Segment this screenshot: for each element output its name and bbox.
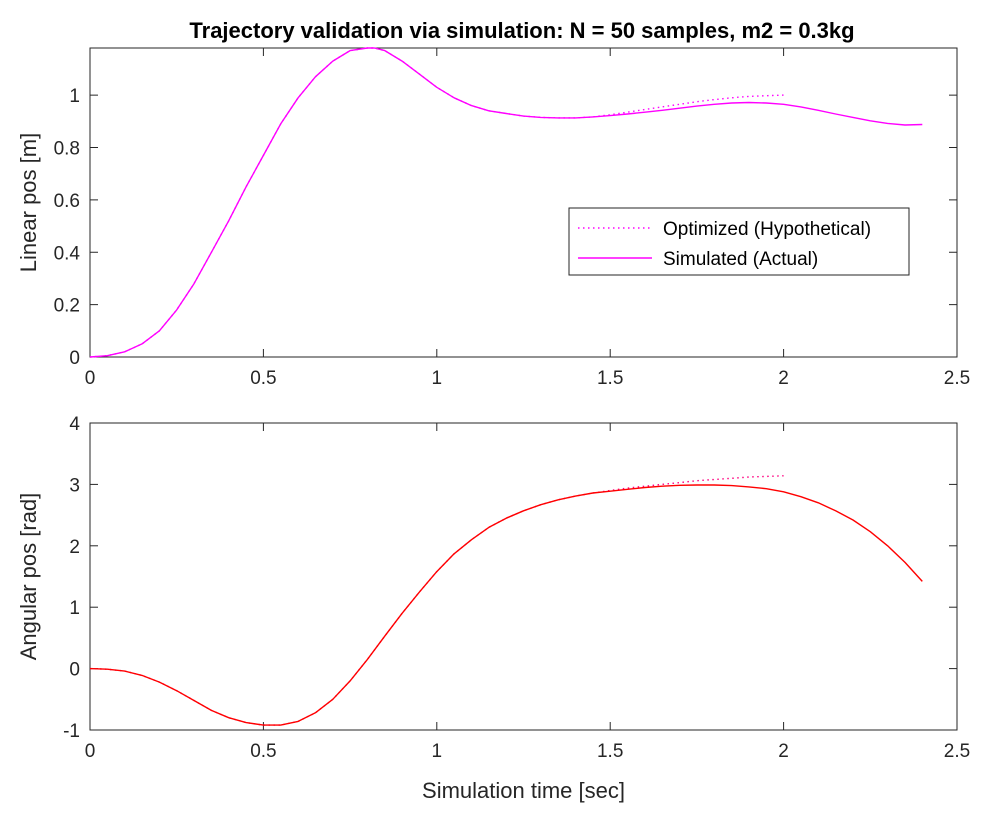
chart1-ytick-label: 1 [69, 86, 80, 107]
chart2-ylabel: Angular pos [rad] [16, 493, 41, 661]
legend-entry-label: Simulated (Actual) [663, 249, 818, 270]
chart2-xtick-label: 2.5 [944, 741, 970, 762]
chart2-ytick-label: 0 [69, 660, 80, 681]
chart2-xtick-label: 2 [778, 741, 789, 762]
legend-box [568, 207, 910, 276]
chart2-series-simulated-line [89, 484, 923, 726]
chart2-ytick-label: -1 [63, 721, 80, 742]
chart2-ytick-label: 4 [69, 414, 80, 435]
chart1-series-simulated-line [89, 47, 923, 358]
chart2-xtick-label: 1 [432, 741, 443, 762]
plot-linear-position: 0 0.5 1 1.5 2 2.5 0 0.2 0.4 0.6 0.8 1 Linear pos [m]… [16, 47, 970, 389]
chart1-ylabel: Linear pos [m] [16, 133, 41, 272]
chart2-xlabel: Simulation time [sec] [422, 778, 625, 803]
chart1-ytick-label: 0.4 [54, 243, 81, 264]
legend-entry-label: Optimized (Hypothetical) [663, 219, 871, 240]
chart2-ytick-label: 3 [69, 475, 80, 496]
chart2-ytick-label: 2 [69, 537, 80, 558]
chart2-ytick-label: 1 [69, 598, 80, 619]
chart1-ytick-label: 0.8 [54, 139, 80, 160]
chart2-xtick-label: 1.5 [597, 741, 623, 762]
chart1-ytick-label: 0.6 [54, 191, 80, 212]
figure-title: Trajectory validation via simulation: N … [189, 18, 854, 43]
chart1-ytick-label: 0.2 [54, 296, 80, 317]
chart1-xtick-label: 1 [432, 368, 443, 389]
chart1-xtick-label: 0.5 [250, 368, 276, 389]
legend: Optimized (Hypothetical) Simulated (Actua… [568, 207, 910, 276]
chart1-axes-box [89, 47, 958, 358]
chart2-axes-box [89, 422, 958, 731]
chart1-xtick-label: 2.5 [944, 368, 970, 389]
chart1-xtick-label: 0 [85, 368, 96, 389]
chart2-xtick-label: 0 [85, 741, 96, 762]
chart1-ytick-label: 0 [69, 348, 80, 369]
chart1-xtick-label: 2 [778, 368, 789, 389]
chart2-xtick-label: 0.5 [250, 741, 276, 762]
chart1-xtick-label: 1.5 [597, 368, 623, 389]
